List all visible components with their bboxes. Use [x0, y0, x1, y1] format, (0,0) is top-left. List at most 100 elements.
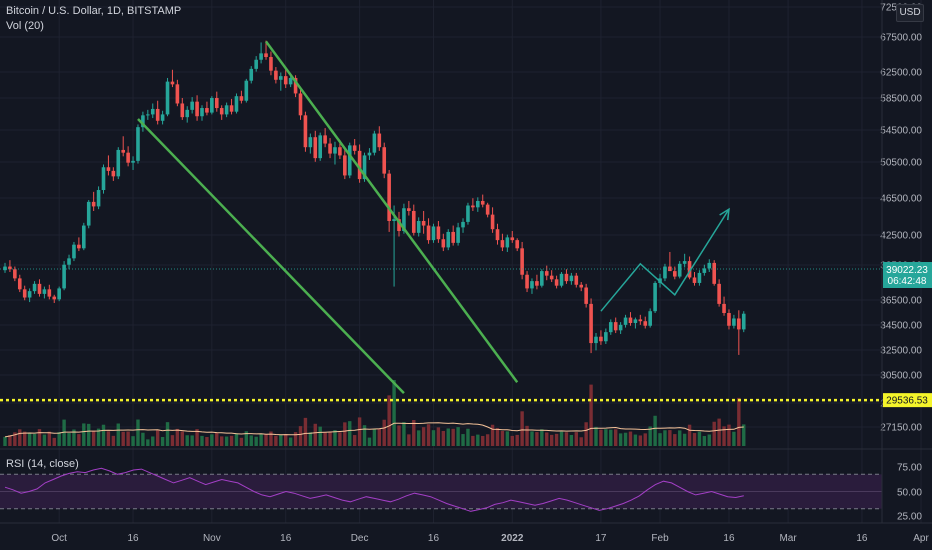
candle-body: [421, 220, 426, 226]
current-price-tag: [883, 262, 932, 288]
candle-body: [195, 101, 199, 117]
candle-body: [737, 318, 741, 330]
time-tick-label: 16: [127, 533, 139, 544]
volume-bar: [288, 437, 293, 446]
candle-body: [67, 258, 71, 265]
support-line[interactable]: [0, 268, 882, 402]
time-tick-label: 16: [723, 533, 735, 544]
time-axis[interactable]: Oct16Nov16Dec16202217Feb16Mar16Apr16: [0, 522, 932, 544]
channel-lower-line[interactable]: [137, 118, 405, 395]
candle-body: [569, 275, 574, 282]
candle-body: [313, 137, 318, 159]
candle-body: [599, 336, 603, 342]
volume-bar: [436, 427, 441, 446]
candle-body: [347, 145, 352, 176]
volume-bar: [564, 432, 569, 446]
candle-body: [643, 321, 648, 326]
volume-bar: [461, 434, 465, 446]
volume-bar: [392, 380, 396, 446]
candle-body: [219, 108, 224, 115]
volume-bar: [545, 432, 549, 446]
support-level-label: 29536.53: [886, 396, 928, 407]
candle-body: [471, 205, 475, 208]
candle-body: [717, 283, 721, 304]
volume-bar: [426, 424, 431, 446]
grid: [0, 0, 922, 523]
candle-body: [338, 147, 342, 156]
candle-body: [91, 201, 96, 207]
candle-body: [402, 208, 406, 232]
volume-bar: [673, 434, 677, 446]
volume-bar: [702, 436, 707, 446]
volume-bar: [111, 435, 116, 446]
volume-bar: [599, 429, 603, 446]
volume-bar: [412, 419, 416, 446]
candle-body: [210, 98, 214, 113]
volume-bar: [151, 436, 155, 446]
volume-bar: [77, 434, 81, 446]
projection-arrowhead: [719, 207, 730, 221]
projection-line[interactable]: [600, 207, 730, 312]
volume-bar: [62, 419, 66, 446]
volume-bar: [254, 436, 258, 446]
volume-bar: [609, 429, 613, 446]
time-tick-label: 17: [595, 533, 607, 544]
volume-bar: [323, 432, 327, 446]
volume-bar: [131, 436, 135, 446]
volume-bar: [82, 423, 86, 446]
candle-body: [653, 282, 657, 312]
candle-body: [618, 324, 623, 331]
volume-bar: [682, 433, 687, 446]
channel-upper-line[interactable]: [265, 40, 519, 383]
volume-bar: [106, 431, 111, 446]
volume-bar: [37, 429, 42, 446]
candle-body: [121, 149, 125, 153]
candle-body: [323, 135, 327, 144]
candle-body: [328, 143, 332, 154]
time-tick-label: 16: [428, 533, 440, 544]
volume-bar: [579, 437, 583, 446]
candle-body: [559, 273, 564, 286]
volume-bar: [284, 434, 288, 446]
candle-body: [480, 200, 485, 205]
candle-body: [436, 226, 441, 240]
candle-body: [101, 167, 106, 191]
candle-body: [155, 108, 160, 121]
volume-bar: [244, 431, 249, 446]
projection-path[interactable]: [600, 208, 730, 312]
volume-bar: [618, 433, 623, 446]
currency-button[interactable]: USD: [896, 4, 924, 22]
symbol-legend: Bitcoin / U.S. Dollar, 1D, BITSTAMP: [6, 5, 182, 17]
price-tick-label: 30500.00: [880, 371, 922, 382]
volume-bar: [352, 435, 357, 446]
volume-bar: [264, 434, 268, 446]
volume-bar: [638, 435, 643, 446]
volume-bar: [722, 426, 726, 446]
volume-bar: [372, 429, 377, 446]
volume-bar: [67, 433, 71, 446]
candle-body: [677, 263, 682, 277]
volume-bar: [205, 437, 209, 446]
volume-bar: [224, 436, 229, 446]
candle-body: [32, 283, 37, 292]
volume-bar: [57, 431, 61, 446]
rsi-legend: RSI (14, close): [6, 458, 79, 470]
candle-body: [205, 108, 209, 113]
volume-bar: [274, 435, 278, 446]
price-axis[interactable]: 72500.0067500.0062500.0058500.0054500.00…: [880, 0, 922, 523]
channel-lines[interactable]: [137, 40, 519, 395]
candle-body: [52, 296, 57, 300]
support-price-tag: [883, 393, 932, 408]
volume-bar: [52, 437, 56, 446]
candle-body: [57, 288, 61, 300]
volume-bar: [431, 430, 436, 446]
candle-body: [170, 81, 175, 85]
volume-bar: [234, 433, 239, 446]
candle-body: [382, 147, 387, 174]
volume-bar: [313, 423, 317, 446]
volume-bar: [441, 430, 446, 446]
candle-body: [727, 313, 731, 326]
volume-bar: [732, 431, 736, 446]
